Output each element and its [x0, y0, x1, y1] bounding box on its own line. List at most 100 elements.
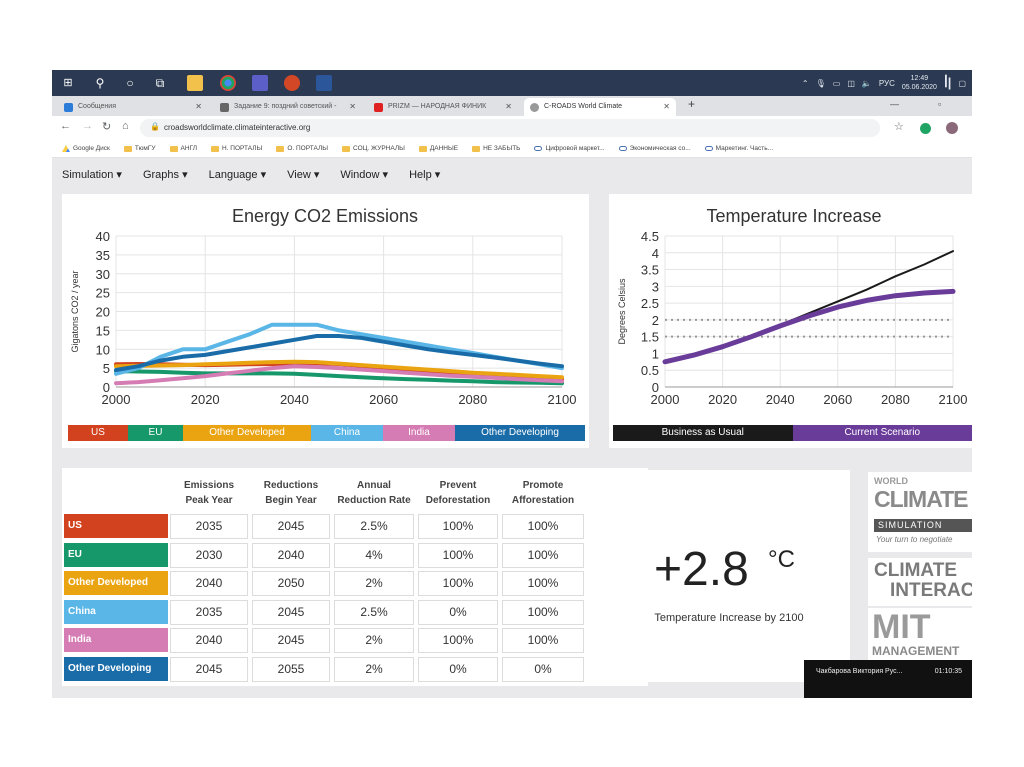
legend-item-other-developing[interactable]: Other Developing [455, 425, 585, 441]
chart-title: Temperature Increase [706, 206, 881, 226]
policy-value-cell[interactable]: 2045 [170, 656, 248, 682]
menu-window[interactable]: Window ▾ [340, 168, 389, 181]
bookmark-label: Google Диск [73, 145, 110, 152]
close-tab-icon[interactable]: ✕ [195, 102, 202, 111]
volume-icon[interactable]: 🔈 [861, 78, 872, 88]
legend-item-business-as-usual[interactable]: Business as Usual [613, 425, 793, 441]
close-tab-icon[interactable]: ✕ [349, 102, 356, 111]
bookmark-item[interactable]: АНГЛ [169, 145, 197, 152]
bookmark-item[interactable]: О. ПОРТАЛЫ [276, 145, 328, 152]
policy-value-cell[interactable]: 100% [418, 514, 498, 539]
network-icon[interactable]: ◫ [847, 78, 855, 88]
legend-item-us[interactable]: US [68, 425, 128, 441]
policy-value-cell[interactable]: 2% [334, 571, 414, 596]
policy-value-cell[interactable]: 100% [502, 599, 584, 625]
notifications-icon[interactable]: ▢ [958, 78, 966, 88]
legend-item-current-scenario[interactable]: Current Scenario [792, 425, 972, 441]
x-tick-label: 2060 [823, 392, 852, 407]
policy-value-cell[interactable]: 100% [418, 571, 498, 596]
teams-icon[interactable] [252, 75, 268, 91]
bookmark-item[interactable]: Н. ПОРТАЛЫ [210, 145, 262, 152]
minimize-button[interactable]: — [890, 99, 899, 109]
legend-item-china[interactable]: China [311, 425, 383, 441]
bookmark-item[interactable]: Цифровой маркет... [534, 145, 605, 152]
forward-arrow-icon[interactable]: → [82, 120, 93, 132]
clock-date: 05.06.2020 [901, 84, 937, 91]
x-tick-label: 2020 [708, 392, 737, 407]
system-clock[interactable]: 12:49 05.06.2020 [902, 74, 937, 92]
policy-value-cell[interactable]: 2045 [252, 628, 330, 653]
tab-prizm[interactable]: PRIZM — НАРОДНАЯ ФИНИК ✕ [368, 98, 518, 116]
policy-value-cell[interactable]: 100% [502, 542, 584, 568]
policy-value-cell[interactable]: 0% [502, 656, 584, 682]
search-icon[interactable]: ⚲ [95, 76, 105, 90]
bookmark-item[interactable]: Экономическая со... [618, 145, 691, 152]
tab-croads[interactable]: C-ROADS World Climate ✕ [524, 98, 676, 116]
cortana-icon[interactable]: ○ [126, 76, 134, 90]
tab-messages[interactable]: Сообщения ✕ [58, 98, 208, 116]
legend-item-india[interactable]: India [383, 425, 455, 441]
meeting-app-icon[interactable]: ꟾ| [943, 75, 952, 90]
policy-value-cell[interactable]: 2% [334, 628, 414, 653]
tab-assignment[interactable]: Задание 9: поздний советский - ✕ [214, 98, 362, 116]
word-icon[interactable] [316, 75, 332, 91]
menu-simulation[interactable]: Simulation ▾ [62, 168, 122, 181]
policy-value-cell[interactable]: 2040 [170, 571, 248, 596]
policy-value-cell[interactable]: 2045 [252, 599, 330, 625]
legend-item-eu[interactable]: EU [128, 425, 183, 441]
menu-graphs[interactable]: Graphs ▾ [142, 168, 188, 181]
close-tab-icon[interactable]: ✕ [505, 102, 512, 111]
policy-value-cell[interactable]: 2035 [170, 514, 248, 539]
file-explorer-icon[interactable] [187, 75, 203, 91]
policy-value-cell[interactable]: 100% [418, 628, 498, 653]
bookmark-item[interactable]: Google Диск [62, 145, 110, 152]
language-indicator[interactable]: РУС [878, 78, 895, 88]
bookmark-item[interactable]: НЕ ЗАБЫТЬ [472, 145, 520, 152]
policy-value-cell[interactable]: 0% [418, 656, 498, 682]
policy-value-cell[interactable]: 100% [502, 514, 584, 539]
powerpoint-icon[interactable] [284, 75, 300, 91]
policy-value-cell[interactable]: 2030 [170, 542, 248, 568]
profile-avatar[interactable] [946, 122, 958, 134]
menu-language[interactable]: Language ▾ [208, 168, 267, 181]
policy-value-cell[interactable]: 0% [418, 599, 498, 625]
tray-chevron-icon[interactable]: ⌃ [801, 78, 809, 88]
y-tick-label: 1 [652, 346, 659, 361]
bookmark-item[interactable]: СОЦ. ЖУРНАЛЫ [342, 145, 405, 152]
policy-value-cell[interactable]: 2035 [170, 599, 248, 625]
policy-value-cell[interactable]: 4% [334, 542, 414, 568]
policy-table-panel: Emissions Peak Year Reductions Begin Year An… [62, 468, 648, 686]
policy-value-cell[interactable]: 100% [418, 542, 498, 568]
menu-view[interactable]: View ▾ [287, 168, 320, 181]
reload-icon[interactable]: ↻ [102, 121, 112, 133]
task-view-icon[interactable]: ⧉ [155, 76, 165, 90]
chrome-icon[interactable] [220, 75, 236, 91]
windows-start-icon[interactable]: ⊞ [63, 77, 73, 89]
policy-value-cell[interactable]: 2040 [252, 542, 330, 568]
back-arrow-icon[interactable]: ← [60, 120, 71, 132]
close-tab-icon[interactable]: ✕ [663, 102, 670, 111]
legend-item-other-developed[interactable]: Other Developed [183, 425, 311, 441]
bookmark-item[interactable]: ТюмГУ [123, 145, 156, 152]
policy-value-cell[interactable]: 2050 [252, 571, 330, 596]
maximize-button[interactable]: ▫ [938, 99, 942, 109]
extension-icon[interactable] [920, 123, 931, 134]
policy-value-cell[interactable]: 100% [502, 628, 584, 653]
new-tab-button[interactable]: + [688, 97, 696, 111]
bookmark-item[interactable]: Маркетинг. Часть... [704, 145, 773, 152]
battery-icon[interactable]: ▭ [832, 78, 841, 88]
policy-value-cell[interactable]: 100% [502, 571, 584, 596]
menu-help[interactable]: Help ▾ [409, 168, 441, 181]
bookmark-star-icon[interactable]: ☆ [894, 121, 904, 133]
address-input[interactable]: 🔒 croadsworldclimate.climateinteractive.… [140, 119, 880, 137]
video-call-tile[interactable]: Чакбарова Виктория Рус... 01:10:35 [804, 660, 972, 698]
policy-value-cell[interactable]: 2055 [252, 656, 330, 682]
home-icon[interactable]: ⌂ [122, 120, 129, 132]
policy-value-cell[interactable]: 2.5% [334, 514, 414, 539]
policy-value-cell[interactable]: 2% [334, 656, 414, 682]
policy-value-cell[interactable]: 2045 [252, 514, 330, 539]
bookmark-item[interactable]: ДАННЫЕ [418, 145, 458, 152]
microphone-icon[interactable]: 🎙 [815, 78, 826, 88]
policy-value-cell[interactable]: 2.5% [334, 599, 414, 625]
policy-value-cell[interactable]: 2040 [170, 628, 248, 653]
